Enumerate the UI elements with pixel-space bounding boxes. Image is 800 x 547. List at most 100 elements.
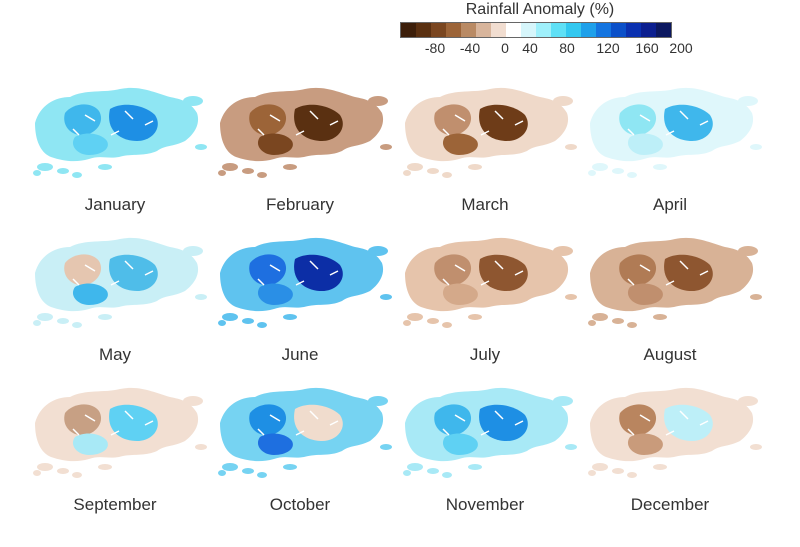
offshore-island (257, 172, 267, 178)
month-map-panel: February (200, 75, 400, 247)
anomaly-region (257, 133, 293, 155)
month-label: December (630, 495, 710, 514)
offshore-island (553, 246, 573, 256)
anomaly-region (664, 254, 713, 291)
anomaly-region (64, 104, 102, 136)
offshore-island (592, 163, 608, 171)
reservoir-outline (329, 120, 339, 126)
month-label: April (652, 195, 687, 214)
offshore-island (57, 318, 69, 324)
reservoir-outline (442, 128, 450, 136)
legend-swatch (401, 23, 416, 37)
anomaly-region (249, 404, 287, 436)
offshore-island (195, 444, 207, 450)
legend-tick-label: 200 (669, 40, 693, 56)
anomaly-region (72, 133, 108, 155)
reservoir-outline (269, 414, 281, 422)
offshore-island (218, 170, 226, 176)
offshore-island (627, 322, 637, 328)
legend-tick-label: 160 (635, 40, 659, 56)
offshore-island (218, 470, 226, 476)
month-map-panel: August (570, 225, 770, 397)
offshore-island (592, 463, 608, 471)
offshore-island (33, 170, 41, 176)
offshore-island (738, 246, 758, 256)
rainfall-anomaly-map (33, 87, 207, 178)
offshore-island (565, 144, 577, 150)
anomaly-region (479, 404, 528, 441)
reservoir-outline (84, 414, 96, 422)
month-map-panel: July (385, 225, 585, 397)
offshore-island (588, 170, 596, 176)
rainfall-anomaly-map (588, 387, 762, 478)
offshore-island (427, 168, 439, 174)
offshore-island (98, 314, 112, 320)
offshore-island (37, 163, 53, 171)
legend-swatch (551, 23, 566, 37)
offshore-island (653, 464, 667, 470)
offshore-island (750, 444, 762, 450)
month-label: October (269, 495, 331, 514)
reservoir-outline (124, 260, 134, 270)
reservoir-outline (257, 428, 265, 436)
offshore-island (98, 164, 112, 170)
offshore-island (222, 463, 238, 471)
anomaly-region (664, 104, 713, 141)
reservoir-outline (84, 264, 96, 272)
offshore-island (592, 313, 608, 321)
offshore-island (57, 168, 69, 174)
reservoir-outline (144, 120, 154, 126)
offshore-island (427, 468, 439, 474)
reservoir-outline (627, 128, 635, 136)
rainfall-anomaly-map (33, 387, 207, 478)
reservoir-outline (454, 114, 466, 122)
anomaly-region (294, 404, 343, 441)
offshore-island (57, 468, 69, 474)
reservoir-outline (124, 110, 134, 120)
reservoir-outline (309, 110, 319, 120)
month-map-panel: June (200, 225, 400, 397)
offshore-island (242, 318, 254, 324)
reservoir-outline (665, 130, 675, 136)
month-map-panel: January (15, 75, 215, 247)
anomaly-region (109, 254, 158, 291)
offshore-island (72, 472, 82, 478)
anomaly-region (627, 133, 663, 155)
reservoir-outline (295, 430, 305, 436)
legend-swatch (596, 23, 611, 37)
offshore-island (403, 470, 411, 476)
offshore-island (553, 396, 573, 406)
offshore-island (588, 470, 596, 476)
reservoir-outline (309, 410, 319, 420)
rainfall-anomaly-map (403, 237, 577, 328)
reservoir-outline (454, 264, 466, 272)
month-label: February (265, 195, 335, 214)
anomaly-region (64, 254, 102, 286)
legend-tick-label: 80 (559, 40, 575, 56)
offshore-island (407, 163, 423, 171)
rainfall-anomaly-map (588, 87, 762, 178)
offshore-island (407, 463, 423, 471)
month-label: June (281, 345, 319, 364)
anomaly-region (72, 283, 108, 305)
legend-swatch (641, 23, 656, 37)
offshore-island (33, 470, 41, 476)
offshore-island (403, 170, 411, 176)
month-label: July (469, 345, 501, 364)
offshore-island (553, 96, 573, 106)
offshore-island (442, 172, 452, 178)
anomaly-region (294, 254, 343, 291)
legend-tick-label: -40 (459, 40, 481, 56)
reservoir-outline (72, 278, 80, 286)
anomaly-region (294, 104, 343, 141)
offshore-island (183, 246, 203, 256)
offshore-island (468, 464, 482, 470)
reservoir-outline (494, 110, 504, 120)
offshore-island (283, 464, 297, 470)
offshore-island (242, 168, 254, 174)
month-label: August (643, 345, 697, 364)
reservoir-outline (639, 114, 651, 122)
legend-swatch (581, 23, 596, 37)
anomaly-region (442, 133, 478, 155)
reservoir-outline (514, 270, 524, 276)
